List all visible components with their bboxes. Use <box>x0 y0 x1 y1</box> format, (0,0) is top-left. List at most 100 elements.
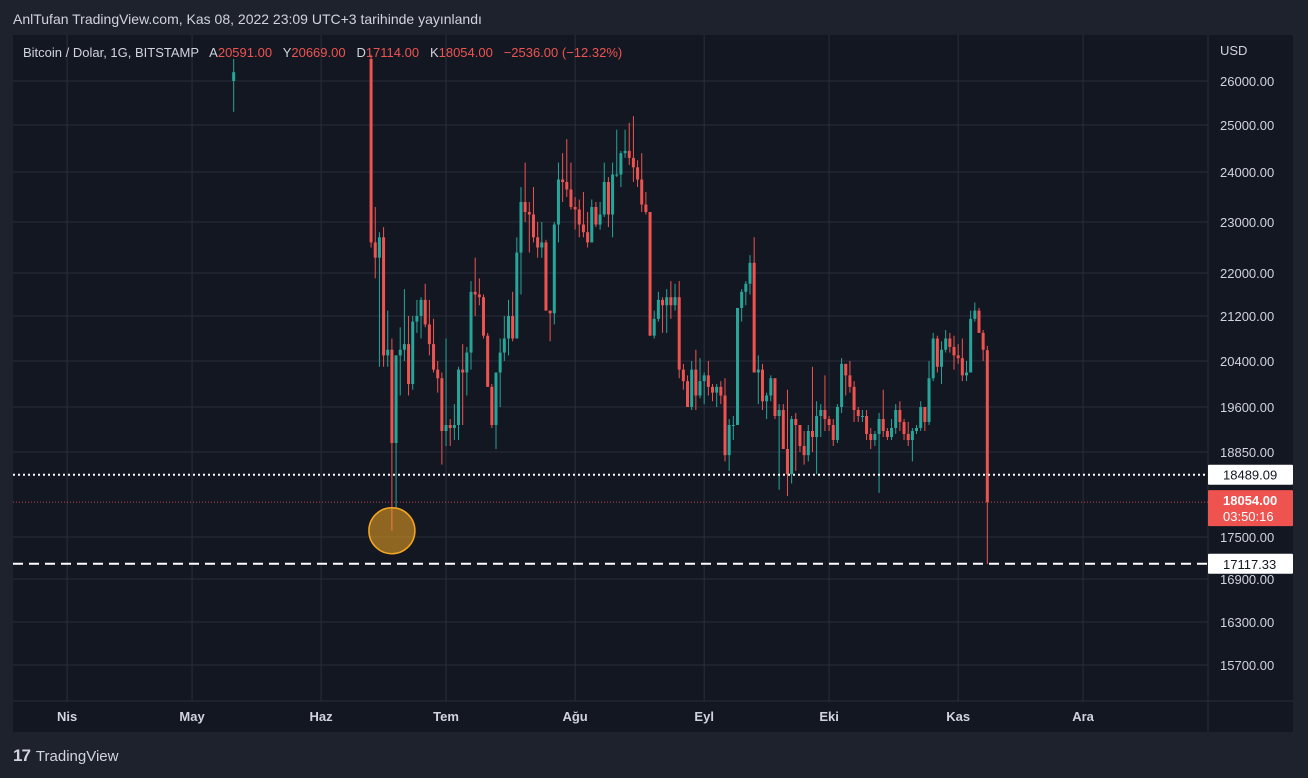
candle-body <box>711 386 715 393</box>
price-tick-label: 15700.00 <box>1220 658 1274 673</box>
candle-body <box>686 381 690 407</box>
candle-body <box>769 378 773 396</box>
candle-body <box>890 428 894 437</box>
time-tick-label: Eki <box>819 709 839 724</box>
time-tick-label: Eyl <box>694 709 714 724</box>
candle-body <box>561 179 565 182</box>
candle-body <box>898 410 902 422</box>
candle-body <box>844 363 848 376</box>
candle-body <box>469 291 473 353</box>
price-tick-label: 19600.00 <box>1220 400 1274 415</box>
candle-body <box>394 355 398 443</box>
open-label: A <box>209 45 218 60</box>
candlestick-chart[interactable]: USD 15700.00 16300.00 16900.00 17500.00 1885… <box>13 35 1293 732</box>
low-label: D <box>356 45 366 60</box>
candle-body <box>423 299 427 325</box>
candle-body <box>515 252 519 339</box>
price-axis[interactable]: USD 15700.00 16300.00 16900.00 17500.00 1885… <box>1220 43 1274 673</box>
candle-body <box>432 344 436 370</box>
candle-body <box>956 355 960 359</box>
candle-body <box>810 431 814 437</box>
time-tick-label: Haz <box>310 709 334 724</box>
symbol-name[interactable]: Bitcoin / Dolar, 1G, BITSTAMP <box>23 45 200 60</box>
candle-body <box>952 346 956 356</box>
tradingview-logo-icon: 17 <box>13 746 31 765</box>
candle-body <box>985 350 989 503</box>
candle-body <box>827 419 831 425</box>
candle-body <box>727 425 731 456</box>
low-value: 17114.00 <box>365 45 420 60</box>
candle-body <box>519 202 523 253</box>
candle-body <box>960 358 964 376</box>
price-tick-label: 23000.00 <box>1220 215 1274 230</box>
highlight-circle <box>368 506 416 555</box>
time-tick-label: Ağu <box>562 709 587 724</box>
candle-body <box>473 291 477 295</box>
candle-body <box>644 204 648 212</box>
candle-body <box>977 310 981 333</box>
candle-body <box>382 237 386 356</box>
candle-body <box>531 214 535 238</box>
candle-body <box>794 419 798 425</box>
candle-body <box>669 297 673 306</box>
candle-body <box>640 179 644 205</box>
candle-body <box>427 324 431 345</box>
candle-body <box>511 316 515 339</box>
candle-body <box>785 449 789 475</box>
candle-body <box>461 369 465 373</box>
chart-panel[interactable]: USD 15700.00 16300.00 16900.00 17500.00 1885… <box>13 35 1293 732</box>
candle-body <box>506 316 510 339</box>
candle-body <box>465 352 469 373</box>
candle-body <box>906 434 910 440</box>
candle-body <box>661 299 665 306</box>
candle-body <box>586 232 590 243</box>
candle-body <box>777 410 781 416</box>
footer-brand[interactable]: 17 TradingView <box>13 746 118 766</box>
candle-body <box>840 363 844 407</box>
time-tick-label: Ara <box>1072 709 1094 724</box>
candle-body <box>981 332 985 350</box>
close-label: K <box>429 45 439 60</box>
candle-body <box>565 182 569 190</box>
candle-body <box>398 349 402 356</box>
candle-body <box>377 237 381 258</box>
price-tick-label: 25000.00 <box>1220 118 1274 133</box>
candle-body <box>440 378 444 431</box>
candle-body <box>715 386 719 393</box>
price-tick-label: 16900.00 <box>1220 572 1274 587</box>
candle-body <box>390 349 394 443</box>
candle-body <box>536 237 540 248</box>
candle-body <box>490 386 494 425</box>
horizontal-lines <box>13 473 1208 565</box>
price-line-box <box>1208 464 1293 485</box>
candle-body <box>923 407 927 422</box>
candle-body <box>577 209 581 225</box>
last-price-box <box>1208 490 1293 527</box>
candle-body <box>756 369 760 373</box>
candle-body <box>902 422 906 434</box>
candle-body <box>719 386 723 396</box>
change-value: −2536.00 (−12.32%) <box>503 45 623 60</box>
candle-body <box>552 224 556 314</box>
candle-body <box>636 167 640 180</box>
published-info: AnlTufan TradingView.com, Kas 08, 2022 2… <box>13 11 482 27</box>
currency-label: USD <box>1220 43 1247 58</box>
price-tick-label: 21200.00 <box>1220 309 1274 324</box>
candle-body <box>802 446 806 456</box>
candle-body <box>665 297 669 306</box>
candle-body <box>436 369 440 379</box>
candle-body <box>444 425 448 431</box>
candle-body <box>806 431 810 456</box>
candle-body <box>232 72 236 81</box>
time-axis[interactable]: Nis May Haz Tem Ağu Eyl Eki Kas Ara <box>57 709 1095 724</box>
candle-body <box>748 262 752 284</box>
candle-body <box>973 310 977 319</box>
candle-body <box>523 202 527 212</box>
candle-body <box>935 338 939 367</box>
candle-body <box>835 407 839 440</box>
ohlc-legend: Bitcoin / Dolar, 1G, BITSTAMP A20591.00 … <box>23 45 622 60</box>
candle-body <box>781 410 785 449</box>
candle-body <box>590 207 594 243</box>
candle-body <box>740 291 744 308</box>
